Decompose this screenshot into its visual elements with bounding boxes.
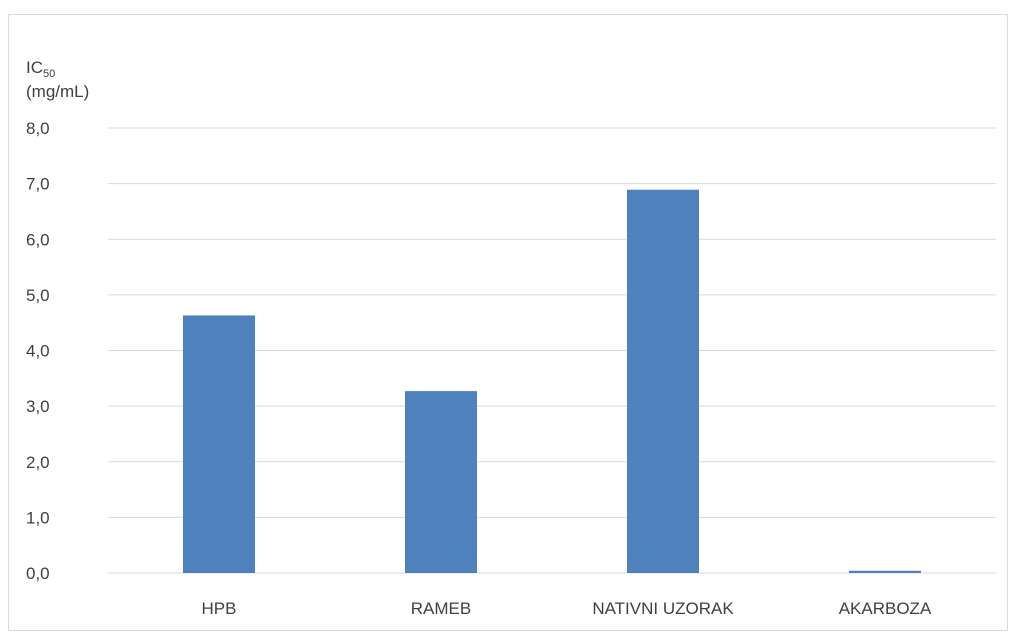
y-axis-unit: (mg/mL): [26, 82, 90, 101]
y-tick-label: 0,0: [26, 564, 50, 583]
y-tick-label: 7,0: [26, 175, 50, 194]
y-tick-label: 8,0: [26, 119, 50, 138]
y-axis-title-main: IC: [26, 58, 43, 77]
y-tick-label: 3,0: [26, 397, 50, 416]
bar-hpb: [183, 315, 255, 573]
x-tick-label: NATIVNI UZORAK: [592, 599, 734, 618]
y-tick-label: 4,0: [26, 342, 50, 361]
x-tick-label: RAMEB: [411, 599, 471, 618]
chart-frame: [8, 14, 1008, 631]
y-tick-label: 6,0: [26, 230, 50, 249]
x-tick-label: AKARBOZA: [839, 599, 932, 618]
bar-rameb: [405, 391, 477, 573]
bar-akarboza: [849, 570, 921, 573]
y-tick-label: 5,0: [26, 286, 50, 305]
x-tick-label: HPB: [202, 599, 237, 618]
y-axis-title: IC50 (mg/mL): [26, 58, 126, 102]
y-tick-label: 2,0: [26, 453, 50, 472]
x-axis-ticks: HPB RAMEB NATIVNI UZORAK AKARBOZA: [202, 599, 932, 618]
gridlines: [108, 127, 996, 574]
bar-nativni-uzorak: [627, 189, 699, 573]
y-tick-label: 1,0: [26, 508, 50, 527]
y-axis-ticks: 0,0 1,0 2,0 3,0 4,0 5,0 6,0 7,0 8,0: [26, 119, 50, 583]
y-axis-title-subscript: 50: [43, 68, 56, 80]
bars: [183, 189, 921, 573]
